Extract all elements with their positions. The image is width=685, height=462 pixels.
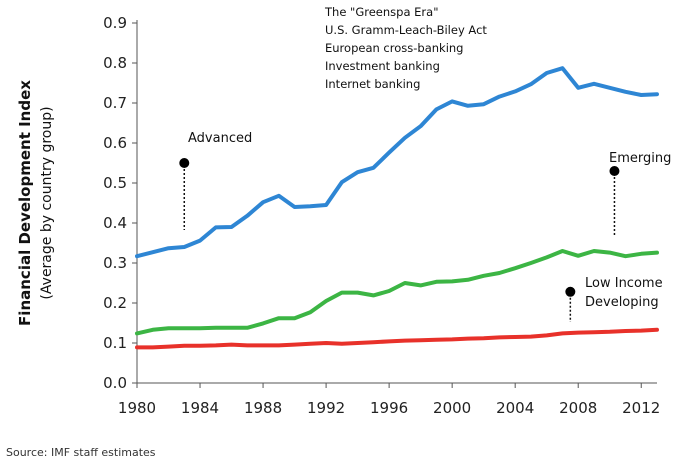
- y-tick-label: 0.8: [103, 54, 127, 72]
- series-group: [135, 66, 659, 350]
- series-line: [135, 66, 659, 259]
- y-tick-label: 0.4: [103, 214, 127, 232]
- y-tick-label: 0.9: [103, 14, 127, 32]
- annotation-marker: [179, 158, 190, 168]
- axes: 0.0 0.1 0.2 0.3 0.4 0.5 0.6 0.7 0.8 0.9 1980 1984 19…: [103, 14, 660, 417]
- series-line: [135, 327, 659, 350]
- x-tick-label: 1980: [118, 399, 156, 417]
- annotations: Advanced Emerging Low Income Developing: [179, 131, 671, 322]
- y-axis-sublabel: (Average by country group): [39, 106, 55, 299]
- notes-block: The "Greenspa Era" U.S. Gramm-Leach-Bile…: [324, 5, 487, 91]
- y-tick-label: 0.0: [103, 374, 127, 392]
- y-axis-title: Financial Development Index (Average by …: [16, 80, 55, 326]
- annotation-marker: [565, 286, 576, 297]
- x-tick-label: 2000: [433, 399, 471, 417]
- annotation-label-developing: Developing: [585, 295, 659, 310]
- source-note: Source: IMF staff estimates: [6, 446, 156, 459]
- y-tick-label: 0.2: [103, 294, 127, 312]
- series-line: [135, 249, 659, 336]
- annotation-label-low-income: Low Income: [585, 276, 663, 291]
- y-tick-label: 0.5: [103, 174, 127, 192]
- annotation-label-emerging: Emerging: [609, 151, 671, 166]
- x-tick-label: 1992: [307, 399, 345, 417]
- x-tick-label: 1996: [370, 399, 408, 417]
- y-axis-label: Financial Development Index: [16, 80, 34, 326]
- annotation-marker: [609, 166, 620, 176]
- annotation-label-advanced: Advanced: [188, 131, 252, 146]
- note-line: Internet banking: [325, 77, 420, 91]
- y-tick-label: 0.7: [103, 94, 127, 112]
- x-tick-label: 1984: [181, 399, 219, 417]
- y-tick-label: 0.1: [103, 334, 127, 352]
- note-line: The "Greenspa Era": [324, 5, 438, 19]
- note-line: U.S. Gramm-Leach-Biley Act: [325, 23, 487, 37]
- note-line: Investment banking: [325, 59, 440, 73]
- x-tick-label: 1988: [244, 399, 282, 417]
- x-tick-label: 2008: [559, 399, 597, 417]
- note-line: European cross-banking: [325, 41, 463, 55]
- y-tick-label: 0.3: [103, 254, 127, 272]
- y-tick-label: 0.6: [103, 134, 127, 152]
- x-tick-label: 2012: [622, 399, 660, 417]
- x-tick-label: 2004: [496, 399, 534, 417]
